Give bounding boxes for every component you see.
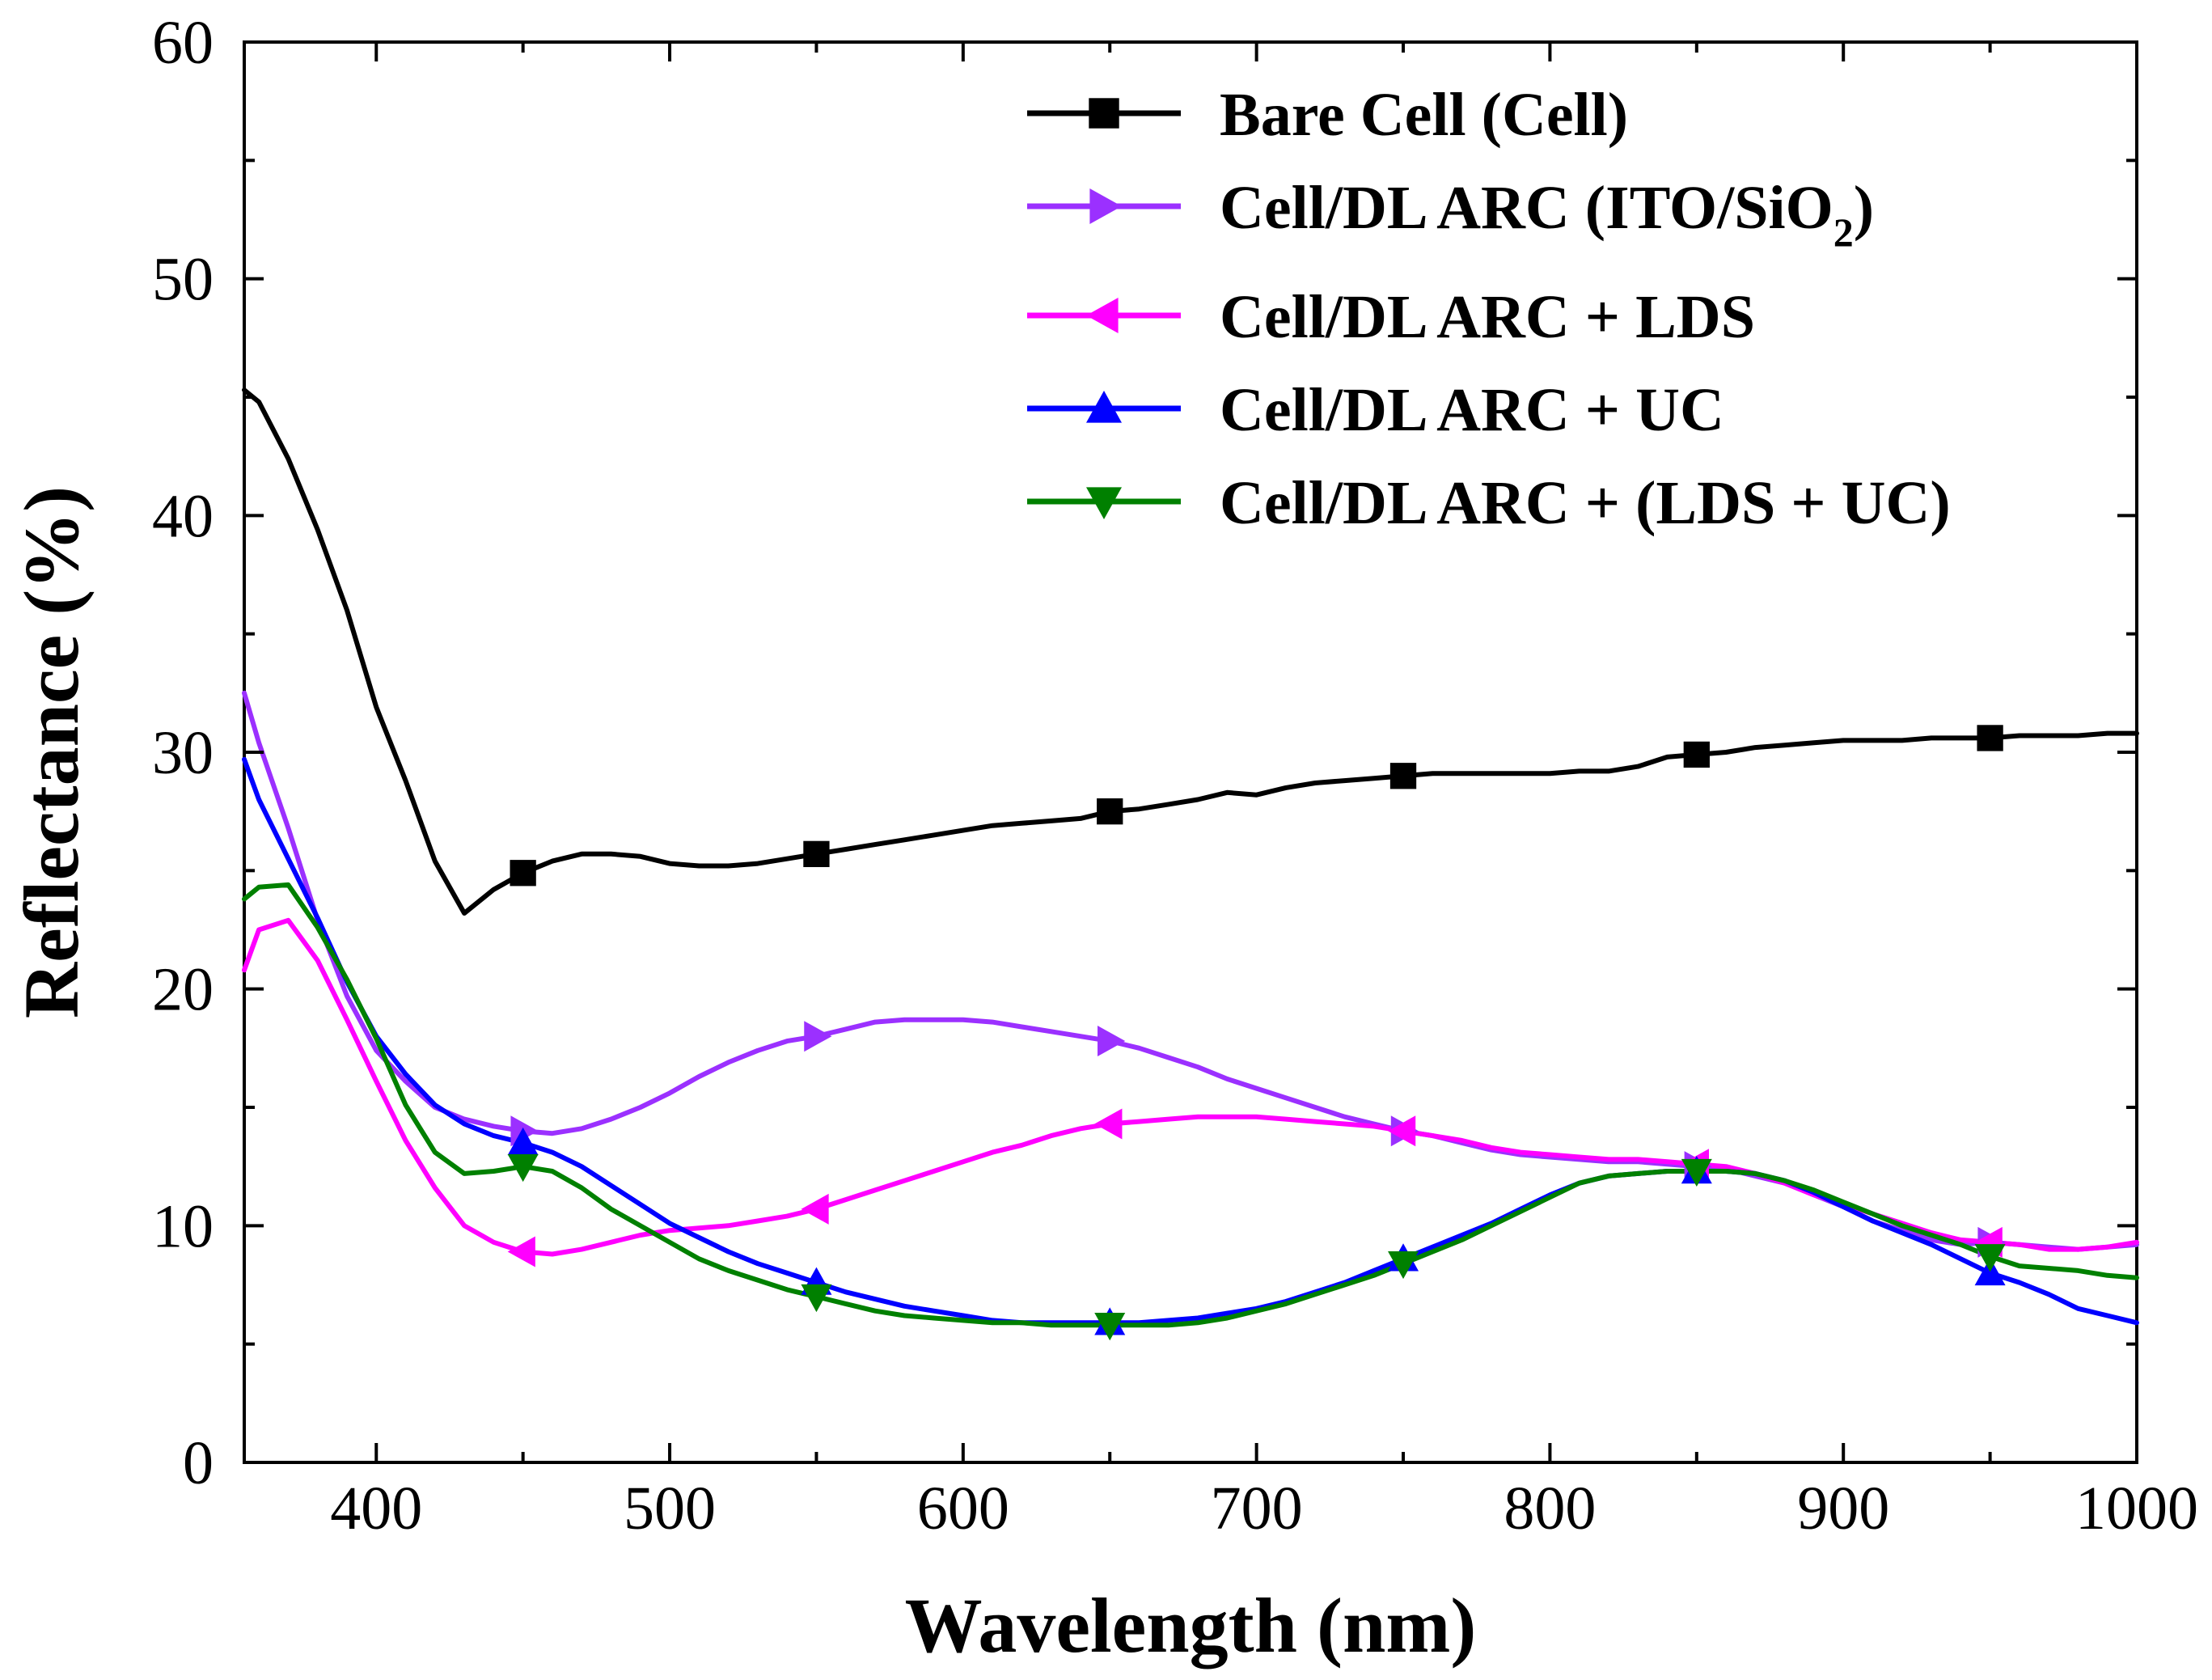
y-tick-label: 30 <box>152 719 214 787</box>
axes: 400 500 600 700 800 900 1000 0 10 20 30 40 50 60 <box>152 9 2198 1542</box>
x-tick-label: 600 <box>917 1475 1009 1542</box>
data-point-marker <box>1389 763 1417 789</box>
series-markers <box>507 725 2006 1341</box>
y-tick-label: 60 <box>152 9 214 77</box>
data-point-marker <box>507 1153 539 1183</box>
data-point-marker <box>510 860 536 887</box>
data-point-marker <box>804 1021 832 1052</box>
x-tick-label: 700 <box>1211 1475 1303 1542</box>
legend-marker <box>1086 298 1119 333</box>
data-point-marker <box>1683 741 1710 768</box>
data-point-marker <box>801 1284 832 1313</box>
legend-marker <box>1089 98 1119 129</box>
y-tick-label: 20 <box>152 956 214 1024</box>
data-point-marker <box>1098 1026 1126 1057</box>
data-point-marker <box>801 1193 829 1225</box>
legend-marker <box>1086 391 1122 423</box>
x-tick-label: 800 <box>1504 1475 1596 1542</box>
series-line-0 <box>242 387 2139 916</box>
x-tick-label: 500 <box>624 1475 716 1542</box>
x-tick-label: 1000 <box>2075 1475 2198 1542</box>
data-point-marker <box>1388 1115 1416 1147</box>
x-tick-label: 400 <box>330 1475 422 1542</box>
legend-label: Cell/DL ARC + (LDS + UC) <box>1220 469 1951 537</box>
data-point-marker <box>1977 725 2003 751</box>
data-point-marker <box>1094 1313 1126 1341</box>
legend: Bare Cell (Cell) Cell/DL ARC (ITO/SiO2) Ce… <box>1027 81 1951 537</box>
data-point-marker <box>1974 1244 2006 1272</box>
legend-label: Cell/DL ARC + LDS <box>1220 283 1755 351</box>
legend-label: Cell/DL ARC + UC <box>1220 376 1724 444</box>
data-point-marker <box>1388 1250 1419 1280</box>
data-point-marker <box>1094 1108 1123 1140</box>
y-tick-label: 10 <box>152 1192 214 1260</box>
x-axis-title: Wavelength (nm) <box>905 1582 1477 1669</box>
data-point-marker <box>1097 798 1123 825</box>
data-point-marker <box>507 1236 535 1267</box>
plot-area <box>242 40 2139 1464</box>
series-line-3 <box>242 756 2139 1326</box>
x-tick-label: 900 <box>1797 1475 1889 1542</box>
data-point-marker <box>803 840 830 867</box>
legend-label: Bare Cell (Cell) <box>1220 81 1628 149</box>
y-axis-title: Reflectance (%) <box>8 486 95 1018</box>
y-tick-label: 40 <box>152 482 214 550</box>
series-line-4 <box>242 882 2139 1328</box>
legend-marker <box>1086 487 1122 519</box>
y-tick-label: 0 <box>183 1429 214 1497</box>
legend-marker <box>1089 188 1122 224</box>
y-tick-label: 50 <box>152 246 214 314</box>
series-lines <box>242 387 2139 1328</box>
legend-label: Cell/DL ARC (ITO/SiO2) <box>1220 174 1874 255</box>
data-point-marker <box>507 1127 539 1156</box>
data-point-marker <box>1681 1158 1712 1187</box>
